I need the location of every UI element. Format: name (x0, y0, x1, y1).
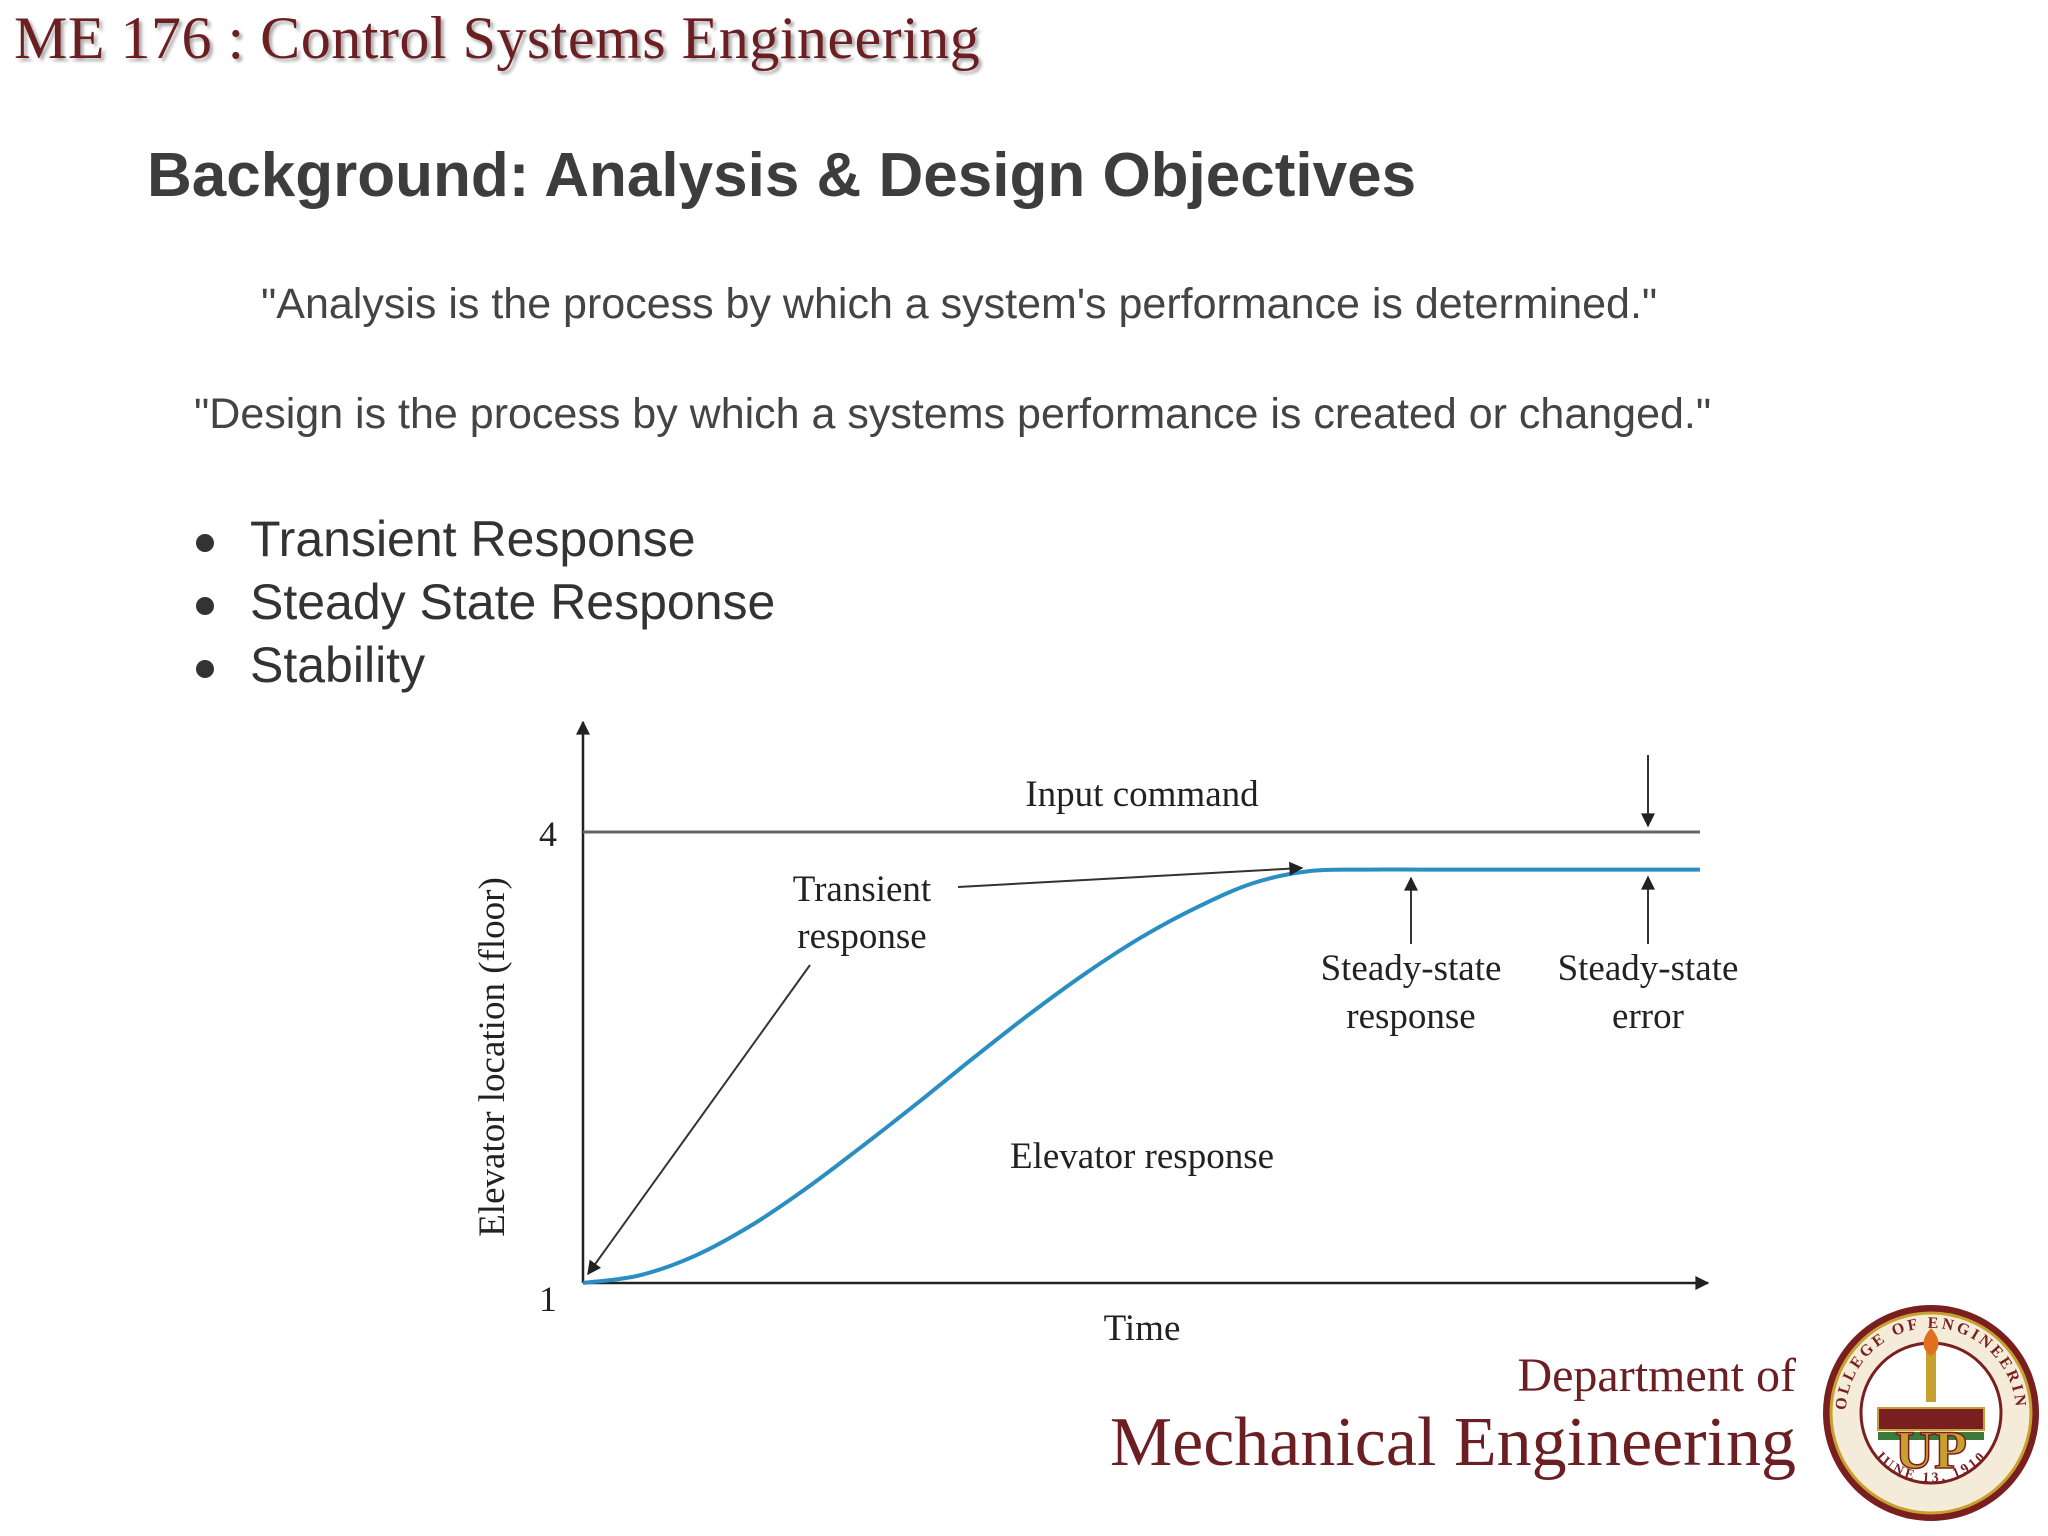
department-label: Department of (1517, 1349, 1796, 1402)
bullet-icon (196, 534, 214, 552)
transient-label-line1: Transient (793, 869, 932, 910)
transient-arrow-to-start (587, 964, 811, 1276)
steady-state-response-label-line2: response (1346, 996, 1475, 1037)
y-tick-label-4: 4 (539, 814, 557, 854)
list-item-label: Transient Response (250, 511, 696, 567)
y-axis-label: Elevator location (floor) (472, 877, 513, 1237)
objectives-list: Transient Response Steady State Response… (196, 508, 775, 697)
course-title: ME 176 : Control Systems Engineering (14, 5, 981, 71)
design-quote: "Design is the process by which a system… (194, 390, 1712, 438)
list-item-label: Steady State Response (250, 574, 776, 630)
slide-title: Background: Analysis & Design Objectives (147, 141, 1417, 210)
list-item-label: Stability (250, 637, 426, 693)
bullet-icon (196, 660, 214, 678)
list-item: Steady State Response (196, 571, 775, 634)
steady-state-error-label-line2: error (1612, 996, 1684, 1037)
list-item: Stability (196, 634, 775, 697)
transient-label-line2: response (797, 916, 926, 957)
elevator-response-label: Elevator response (1010, 1136, 1274, 1177)
department-name: Mechanical Engineering (1109, 1404, 1796, 1481)
bullet-icon (196, 597, 214, 615)
x-axis-label: Time (1104, 1308, 1181, 1349)
transient-arrow-to-end (957, 861, 1304, 888)
y-tick-label-1: 1 (539, 1279, 557, 1319)
steady-state-error-label-line1: Steady-state (1558, 948, 1739, 989)
elevator-response-line (582, 867, 1700, 1285)
steady-state-response-label-line1: Steady-state (1321, 948, 1502, 989)
list-item: Transient Response (196, 508, 775, 571)
seal-monogram: UP (1895, 1420, 1967, 1480)
input-command-label: Input command (1025, 774, 1259, 815)
analysis-quote: "Analysis is the process by which a syst… (261, 280, 1658, 328)
college-seal-logo: COLLEGE OF ENGINEERING JUNE 13, 1910 UP (1818, 1300, 2039, 1521)
